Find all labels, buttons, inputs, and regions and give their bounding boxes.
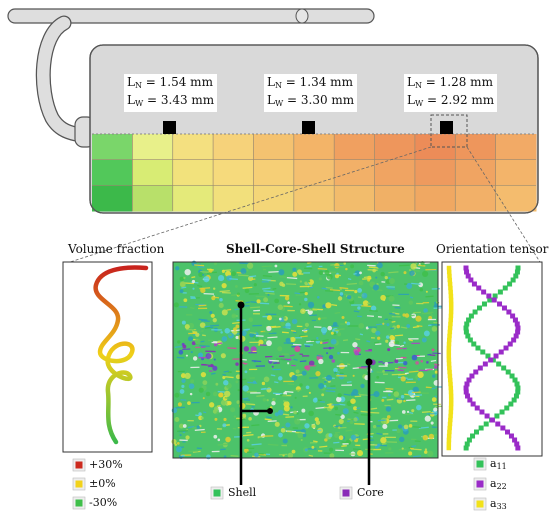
zoom-line-left (69, 146, 432, 263)
zoom-line-right (466, 146, 541, 263)
orientation-legend-a33: a33 (490, 497, 507, 511)
measurement-marker-2 (302, 121, 315, 134)
zoom-box (430, 114, 468, 148)
legend-swatches (72, 457, 487, 511)
orientation-legend-a11: a11 (490, 457, 507, 471)
structure-panel (171, 260, 446, 485)
volume-legend-mid: ±0% (89, 477, 116, 490)
runner-tube (7, 8, 375, 148)
orientation-panel (441, 261, 543, 457)
volume-fraction-title: Volume fraction (68, 242, 165, 256)
ln-row: LN = 1.28 mm (407, 75, 493, 90)
volume-fraction-heatmap (92, 134, 537, 212)
orientation-curves (446, 265, 521, 451)
orientation-title: Orientation tensor (436, 242, 549, 256)
lw-row: LW = 2.92 mm (407, 93, 495, 108)
measurement-label-3: LN = 1.28 mm LW = 2.92 mm (404, 74, 498, 112)
measurement-marker-3 (440, 121, 453, 134)
ln-row: LN = 1.54 mm (127, 75, 213, 90)
lw-row: LW = 3.43 mm (127, 93, 215, 108)
lw-row: LW = 3.30 mm (267, 93, 355, 108)
volume-fraction-curve (93, 265, 149, 445)
core-legend-label: Core (357, 486, 384, 499)
measurement-label-2: LN = 1.34 mm LW = 3.30 mm (264, 74, 358, 112)
measurement-label-1: LN = 1.54 mm LW = 3.43 mm (124, 74, 218, 112)
structure-title: Shell-Core-Shell Structure (226, 242, 405, 256)
volume-legend-high: +30% (89, 458, 123, 471)
volume-fraction-panel (62, 261, 153, 453)
orientation-legend-a22: a22 (490, 477, 507, 491)
volume-legend-low: -30% (89, 496, 118, 509)
measurement-marker-1 (163, 121, 176, 134)
ln-row: LN = 1.34 mm (267, 75, 353, 90)
shell-legend-label: Shell (228, 486, 257, 499)
